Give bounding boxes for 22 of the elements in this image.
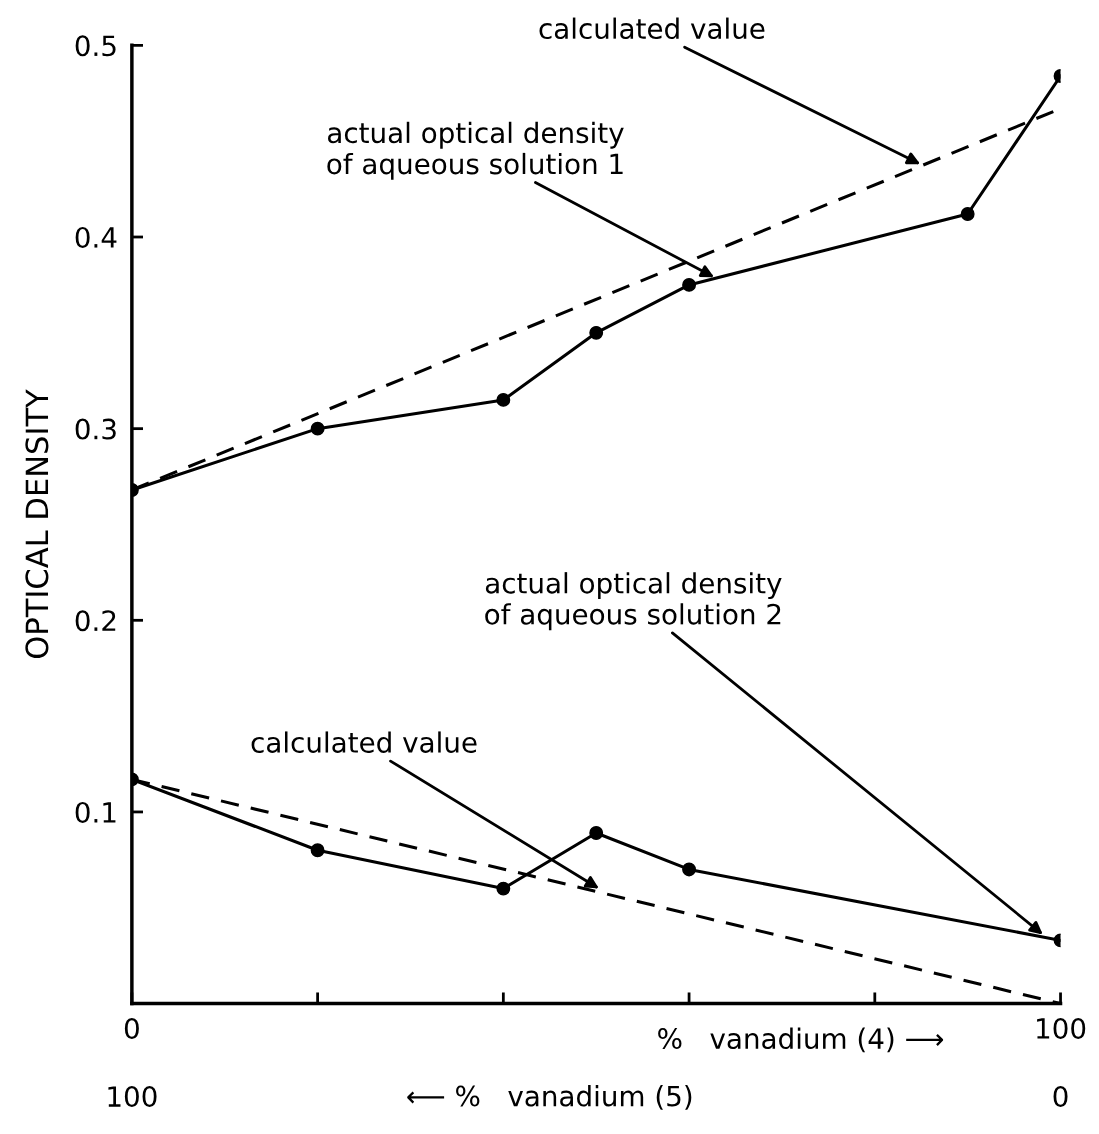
point	[310, 421, 325, 436]
point	[496, 392, 511, 407]
annotation: calculated value	[539, 17, 765, 40]
y-axis-title: OPTICAL DENSITY	[25, 389, 49, 659]
y-tick-label: 0.2	[75, 610, 116, 632]
y-tick-label: 0.4	[75, 226, 117, 248]
y-tick-label: 0.5	[75, 35, 116, 57]
x-axis-title: % vanadium (4) ⟶	[658, 1027, 944, 1053]
annotation: actual optical density of aqueous solution 2	[485, 572, 782, 631]
x2-tick-label: 0	[1053, 1086, 1068, 1108]
y-tick-label: 0.1	[75, 801, 116, 823]
point	[589, 826, 604, 840]
x2-tick-label: 100	[108, 1086, 157, 1108]
annotation: calculated value	[251, 731, 477, 753]
point	[682, 277, 697, 292]
point	[310, 843, 325, 858]
y-tick-label: 0.3	[75, 418, 116, 440]
point	[589, 325, 604, 340]
point	[496, 881, 511, 896]
point	[682, 862, 697, 877]
x2-axis-title: ⟵ % vanadium (5)	[407, 1085, 692, 1110]
annotation: actual optical density of aqueous solution 1	[327, 121, 624, 180]
